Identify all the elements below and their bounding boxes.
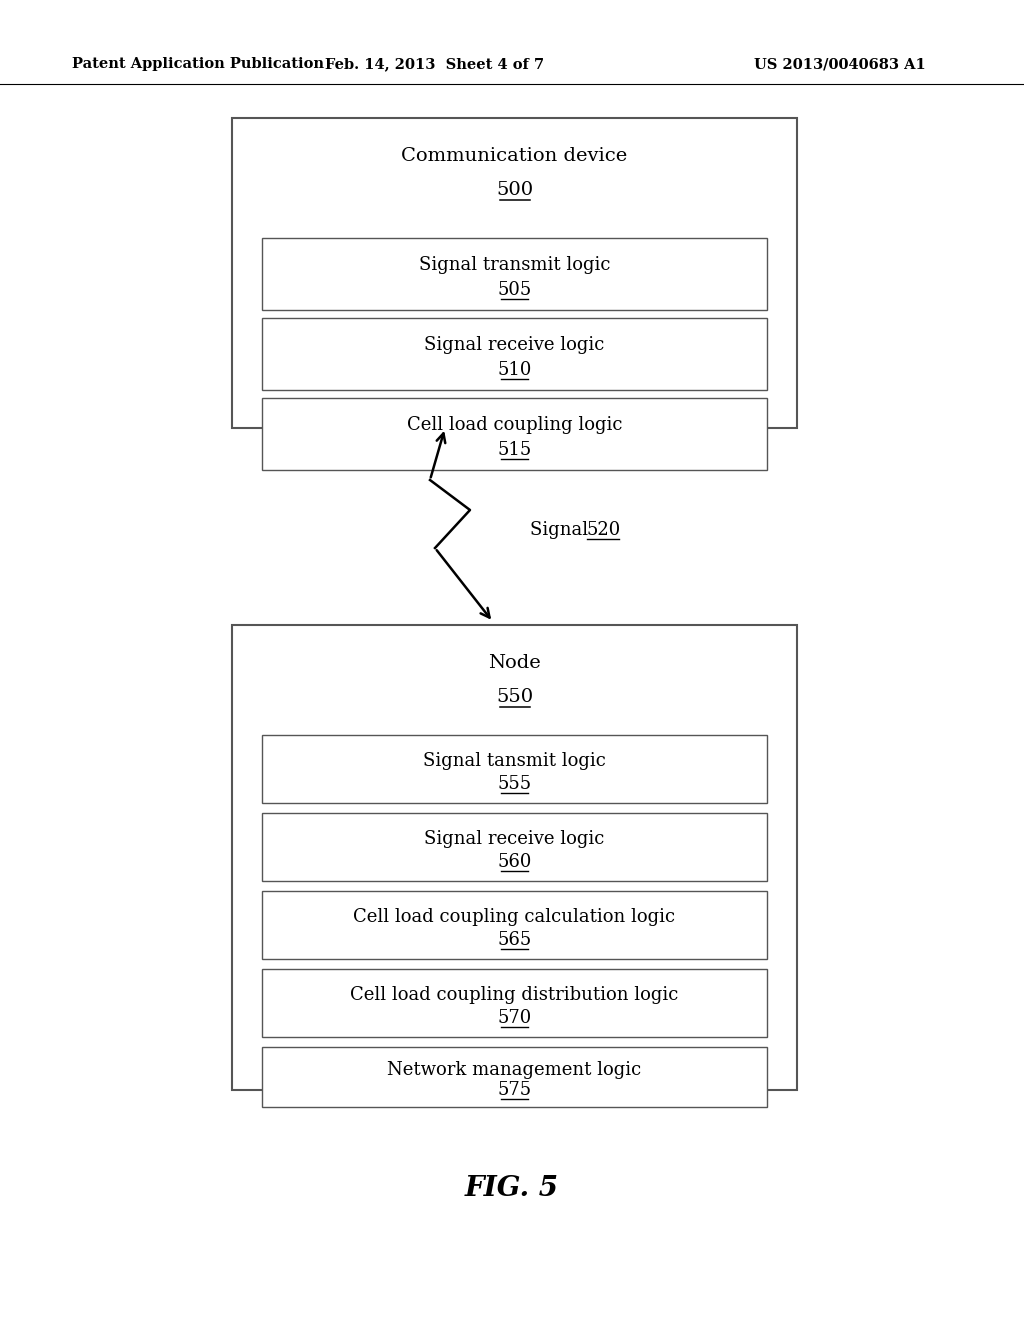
Text: 560: 560: [498, 853, 531, 871]
Bar: [232, 624, 797, 1090]
Text: Patent Application Publication: Patent Application Publication: [72, 57, 324, 71]
Text: Node: Node: [488, 653, 541, 672]
Text: 510: 510: [498, 360, 531, 379]
Text: Network management logic: Network management logic: [387, 1061, 642, 1078]
Bar: [262, 238, 767, 310]
Text: 505: 505: [498, 281, 531, 298]
Bar: [262, 969, 767, 1038]
Text: Signal transmit logic: Signal transmit logic: [419, 256, 610, 275]
Text: Communication device: Communication device: [401, 147, 628, 165]
Bar: [262, 318, 767, 389]
Text: Cell load coupling distribution logic: Cell load coupling distribution logic: [350, 986, 679, 1003]
Text: 520: 520: [587, 521, 622, 539]
Text: 570: 570: [498, 1008, 531, 1027]
Bar: [262, 891, 767, 960]
Bar: [232, 117, 797, 428]
Text: 575: 575: [498, 1081, 531, 1100]
Text: Signal: Signal: [530, 521, 594, 539]
Bar: [262, 735, 767, 803]
Bar: [262, 813, 767, 880]
Text: Cell load coupling logic: Cell load coupling logic: [407, 416, 623, 434]
Text: 565: 565: [498, 931, 531, 949]
Bar: [262, 1047, 767, 1107]
Text: FIG. 5: FIG. 5: [465, 1175, 559, 1201]
Bar: [262, 399, 767, 470]
Text: US 2013/0040683 A1: US 2013/0040683 A1: [754, 57, 926, 71]
Text: 555: 555: [498, 775, 531, 793]
Text: Signal receive logic: Signal receive logic: [424, 337, 605, 354]
Text: Signal receive logic: Signal receive logic: [424, 830, 605, 847]
Text: Signal tansmit logic: Signal tansmit logic: [423, 752, 606, 770]
Text: 500: 500: [496, 181, 534, 199]
Text: 515: 515: [498, 441, 531, 459]
Text: Feb. 14, 2013  Sheet 4 of 7: Feb. 14, 2013 Sheet 4 of 7: [326, 57, 545, 71]
Text: 550: 550: [496, 688, 534, 706]
Text: Cell load coupling calculation logic: Cell load coupling calculation logic: [353, 908, 676, 925]
